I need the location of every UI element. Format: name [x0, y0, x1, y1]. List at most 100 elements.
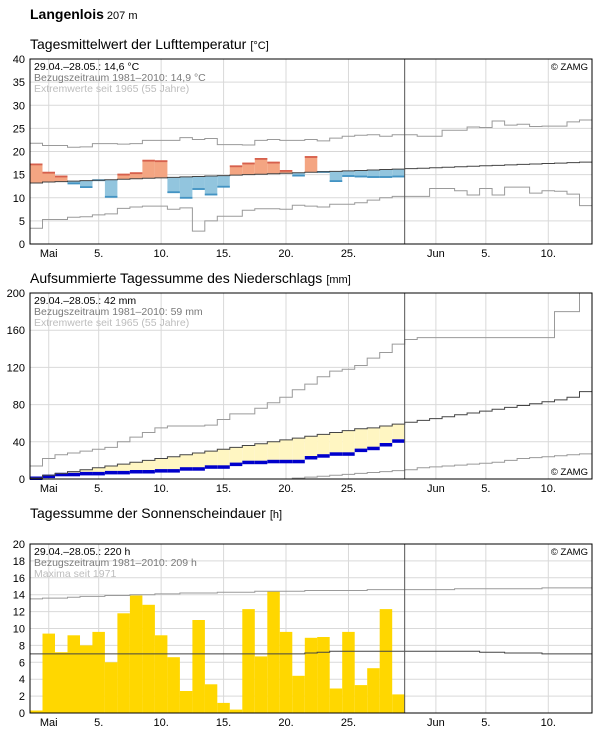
precip-deficit-day-28 — [367, 427, 380, 450]
temp-value-day-11 — [154, 160, 168, 163]
temp-value-day-22 — [292, 174, 305, 177]
precip-sum-day-8 — [117, 470, 130, 475]
precipitation-legend-reference: Bezugszeitraum 1981–2010: 59 mm — [34, 306, 203, 318]
precip-sum-day-7 — [104, 470, 118, 475]
precip-deficit-day-17 — [229, 447, 243, 466]
precip-sum-day-22 — [292, 459, 305, 464]
precip-sum-day-4 — [67, 472, 80, 477]
precip-sum-day-19 — [254, 460, 268, 465]
precip-deficit-day-23 — [304, 436, 318, 459]
temp-value-day-21 — [279, 170, 293, 172]
temp-bar-day-28 — [367, 170, 380, 178]
sunshine-ytick-label: 18 — [13, 556, 25, 568]
temperature-legend-period: 29.04.–28.05.: 14,6 °C — [34, 61, 140, 73]
temp-bar-day-10 — [142, 159, 155, 179]
sun-bar-day-26 — [342, 631, 355, 713]
temp-bar-day-22 — [292, 172, 305, 177]
precipitation-xtick-label: 25. — [341, 483, 356, 495]
temp-bar-day-16 — [217, 175, 230, 188]
temp-value-day-28 — [367, 176, 380, 178]
temp-value-day-15 — [204, 193, 218, 196]
precip-sum-day-23 — [304, 456, 318, 460]
temp-value-day-27 — [354, 175, 368, 178]
sunshine-climate-mean-line — [30, 650, 592, 655]
temperature-xtick-label: 10. — [541, 248, 556, 260]
sunshine-xtick-label: Jun — [427, 717, 445, 729]
temp-bar-day-18 — [242, 162, 255, 175]
precipitation-xtick-label: 5. — [94, 483, 103, 495]
chart-sunshine: Tagessumme der Sonnenscheindauer [h] 0 2 4 6 8… — [13, 505, 593, 729]
precipitation-ytick-label: 80 — [13, 400, 25, 412]
precipitation-ytick-label: 40 — [13, 437, 25, 449]
temperature-legend-extremes: Extremwerte seit 1965 (55 Jahre) — [34, 83, 189, 95]
temp-bar-day-19 — [254, 158, 268, 175]
precip-sum-day-9 — [129, 470, 143, 474]
station-header: Langenlois 207 m — [30, 6, 137, 22]
temperature-xtick-label: Mai — [40, 248, 58, 260]
temp-value-day-7 — [104, 195, 118, 198]
sun-bar-day-22 — [292, 675, 305, 713]
precipitation-xtick-label: 15. — [216, 483, 231, 495]
sun-bar-day-25 — [329, 688, 343, 713]
precip-deficit-day-18 — [242, 445, 255, 464]
sunshine-xtick-label: Mai — [40, 717, 58, 729]
precip-deficit-day-15 — [204, 451, 218, 468]
temperature-ytick-label: 15 — [13, 170, 25, 182]
temp-value-day-9 — [129, 172, 143, 175]
temp-bar-day-20 — [267, 161, 280, 174]
sun-bar-day-30 — [392, 694, 405, 713]
sunshine-xtick-label: 10. — [541, 717, 556, 729]
temp-value-day-18 — [242, 162, 255, 165]
sun-bar-day-3 — [55, 652, 68, 713]
sun-bar-day-23 — [304, 637, 318, 713]
temp-bar-day-15 — [204, 176, 218, 196]
precip-deficit-day-7 — [104, 466, 118, 474]
precip-deficit-day-12 — [167, 456, 180, 472]
chart-precipitation: Aufsummierte Tagessumme des Niederschlag… — [7, 270, 593, 495]
precipitation-climate-mean-line — [30, 391, 592, 479]
precipitation-ytick-label: 0 — [19, 474, 25, 486]
temperature-frame — [29, 58, 593, 245]
sunshine-title: Tagessumme der Sonnenscheindauer [h] — [30, 505, 282, 521]
temp-value-day-5 — [80, 186, 93, 188]
precip-sum-day-11 — [154, 469, 168, 473]
precip-sum-day-28 — [367, 446, 380, 451]
temperature-xtick-label: 15. — [216, 248, 231, 260]
precipitation-ytick-label: 120 — [7, 362, 25, 374]
temp-value-day-20 — [267, 161, 280, 164]
temp-value-day-16 — [217, 185, 230, 188]
sun-bar-day-16 — [217, 702, 230, 713]
precip-deficit-day-24 — [317, 434, 330, 457]
temperature-maximum-line — [30, 119, 592, 148]
precip-sum-day-13 — [179, 467, 193, 471]
precip-sum-day-2 — [42, 474, 55, 479]
sunshine-frame — [29, 543, 593, 714]
temp-value-day-12 — [167, 191, 180, 194]
precip-deficit-day-20 — [267, 441, 280, 463]
temp-bar-day-12 — [167, 177, 180, 194]
sun-bar-day-15 — [204, 684, 218, 713]
temp-value-day-25 — [329, 180, 343, 182]
precipitation-legend-period: 29.04.–28.05.: 42 mm — [34, 295, 136, 307]
temp-bar-day-30 — [392, 169, 405, 178]
precip-deficit-day-6 — [92, 467, 105, 475]
precipitation-ytick-label: 160 — [7, 325, 25, 337]
precip-deficit-day-30 — [392, 424, 405, 442]
temp-bar-day-1 — [30, 163, 43, 183]
precipitation-xtick-label: 10. — [153, 483, 168, 495]
sunshine-ytick-label: 2 — [19, 691, 25, 703]
precip-deficit-day-21 — [279, 439, 293, 463]
temp-bar-day-3 — [55, 175, 68, 182]
precip-deficit-day-19 — [254, 443, 268, 464]
temp-value-day-26 — [342, 175, 355, 177]
temp-value-day-29 — [379, 176, 393, 178]
temp-bar-day-26 — [342, 170, 355, 177]
precip-deficit-day-26 — [342, 430, 355, 455]
temperature-xtick-label: 20. — [278, 248, 293, 260]
temp-bar-day-25 — [329, 171, 343, 182]
precip-sum-day-16 — [217, 465, 230, 469]
precipitation-xtick-label: Jun — [427, 483, 445, 495]
temp-bar-day-13 — [179, 176, 193, 199]
temperature-minimum-line — [30, 186, 592, 232]
sunshine-ytick-label: 10 — [13, 624, 25, 636]
